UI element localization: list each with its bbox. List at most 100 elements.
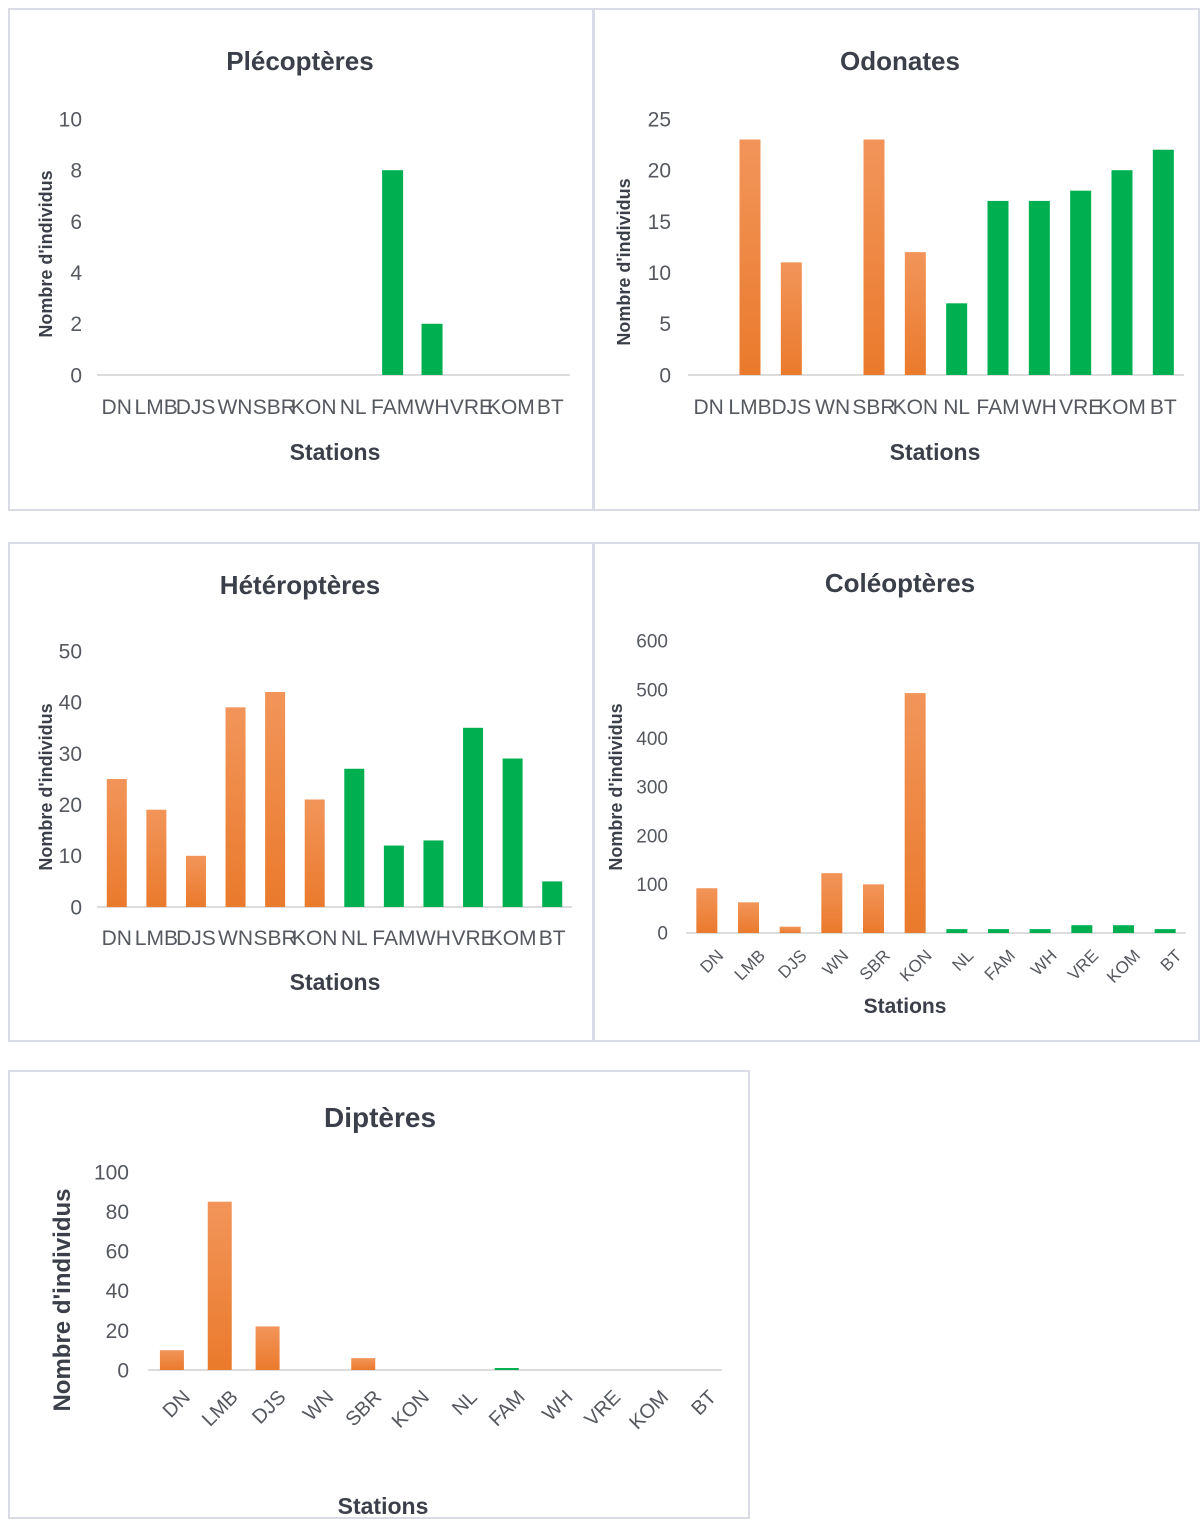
bar-bt (1152, 149, 1174, 375)
x-tick-label: BT (1150, 396, 1177, 419)
y-tick-label: 10 (648, 262, 671, 285)
x-tick-label: LMB (728, 396, 771, 419)
bar-lmb (738, 902, 759, 933)
bar-nl (344, 768, 365, 907)
y-tick-label: 300 (636, 778, 668, 799)
x-tick-label: BT (537, 396, 564, 419)
x-tick-label: VRE (451, 927, 494, 950)
x-tick-label: DJS (176, 396, 216, 419)
chart-dipteres: Diptères Nombre d'individus 0 20 40 60 80 100 DN… (49, 1102, 722, 1519)
x-tick-label: SBR (856, 946, 894, 984)
bar-vre (1071, 925, 1093, 933)
bar-sbr (351, 1358, 376, 1370)
x-tick-label: DN (102, 396, 132, 419)
y-axis-label: Nombre d'individus (36, 170, 56, 337)
bar-kom (502, 758, 523, 907)
bar-dn (696, 888, 718, 933)
x-tick-label: SBR (254, 927, 297, 950)
bar-fam (382, 170, 404, 375)
x-tick-label: DJS (771, 396, 811, 419)
bar-vre (1070, 190, 1092, 375)
y-tick-label: 60 (106, 1241, 129, 1264)
x-tick-label: SBR (253, 396, 296, 419)
y-tick-label: 0 (70, 364, 82, 387)
y-tick-label: 6 (70, 211, 82, 234)
bar-sbr (265, 691, 286, 907)
x-tick-label: FAM (981, 946, 1019, 984)
bar-kon (904, 252, 926, 375)
bar-kom (1113, 925, 1134, 933)
x-tick-label: VRE (581, 1386, 626, 1431)
x-tick-label: WH (1027, 946, 1060, 979)
y-tick-label: 20 (106, 1320, 129, 1343)
chart-heteropteres: Hétéroptères Nombre d'individus 0 10 20 30 40 5… (36, 570, 572, 995)
x-tick-label: LMB (135, 927, 178, 950)
chart-panel-plecopteres: Plécoptères Nombre d'individus 0 2 4 6 8 10 DN LM… (8, 8, 594, 511)
bar-wh (1029, 929, 1051, 933)
chart-plecopteres: Plécoptères Nombre d'individus 0 2 4 6 8 10 DN LM… (36, 46, 570, 465)
bar-djs (185, 855, 206, 907)
bar-nl (946, 303, 968, 375)
x-tick-label: KOM (1103, 946, 1144, 987)
chart-panel-coleopteres: Coléoptères Nombre d'individus 0 100 200 300 4… (593, 542, 1200, 1042)
bar-kon (904, 693, 926, 933)
y-tick-label: 0 (117, 1359, 129, 1382)
x-tick-label: DJS (774, 946, 810, 982)
bar-vre (463, 727, 484, 907)
x-tick-label: NL (943, 396, 970, 419)
x-tick-label: DN (693, 396, 723, 419)
bar-wh (423, 840, 444, 907)
y-axis-label: Nombre d'individus (36, 703, 56, 870)
y-tick-label: 25 (648, 108, 671, 131)
x-tick-label: NL (341, 927, 368, 950)
x-tick-label: DN (696, 946, 727, 977)
x-tick-label: DN (159, 1386, 195, 1422)
x-axis-label: Stations (338, 1493, 429, 1519)
y-tick-label: 100 (94, 1161, 129, 1184)
x-tick-label: LMB (731, 946, 769, 984)
chart-coleopteres: Coléoptères Nombre d'individus 0 100 200 300 4… (606, 568, 1186, 1018)
x-tick-label: SBR (852, 396, 895, 419)
x-tick-label: WN (299, 1386, 338, 1425)
y-tick-label: 0 (70, 896, 82, 919)
y-tick-label: 40 (106, 1280, 129, 1303)
bar-lmb (146, 809, 167, 907)
bar-wn (225, 707, 246, 907)
y-tick-label: 2 (70, 313, 82, 336)
bar-wh (1028, 200, 1050, 375)
y-tick-label: 15 (648, 211, 671, 234)
x-tick-label: BT (1157, 946, 1186, 975)
x-axis-label: Stations (290, 439, 381, 465)
x-axis-label: Stations (890, 439, 981, 465)
x-tick-label: VRE (450, 396, 493, 419)
x-tick-label: WN (815, 396, 850, 419)
chart-title: Coléoptères (825, 568, 975, 598)
bar-bt (542, 881, 563, 907)
x-tick-label: KON (896, 946, 935, 985)
y-tick-label: 200 (636, 826, 668, 847)
bar-fam (988, 929, 1009, 933)
bar-kon (304, 799, 325, 907)
y-tick-label: 40 (59, 692, 82, 715)
x-tick-label: BT (687, 1386, 721, 1420)
bar-dn (159, 1350, 184, 1370)
y-tick-label: 30 (59, 743, 82, 766)
bar-nl (946, 929, 968, 933)
bar-fam (987, 200, 1009, 375)
chart-title: Hétéroptères (220, 570, 380, 600)
y-tick-label: 20 (648, 160, 671, 183)
y-axis-label: Nombre d'individus (606, 703, 626, 870)
y-tick-label: 4 (70, 262, 82, 285)
bar-fam (494, 1368, 519, 1370)
y-tick-label: 10 (59, 845, 82, 868)
chart-title: Diptères (324, 1102, 436, 1133)
chart-title: Plécoptères (226, 46, 373, 76)
y-tick-label: 8 (70, 160, 82, 183)
chart-panel-heteropteres: Hétéroptères Nombre d'individus 0 10 20 30 40 5… (8, 542, 594, 1042)
x-tick-label: FAM (485, 1386, 530, 1431)
x-tick-label: WN (217, 396, 252, 419)
y-axis-label: Nombre d'individus (49, 1188, 76, 1411)
x-axis-label: Stations (290, 969, 381, 995)
x-tick-label: NL (340, 396, 367, 419)
x-tick-label: KOM (489, 927, 537, 950)
